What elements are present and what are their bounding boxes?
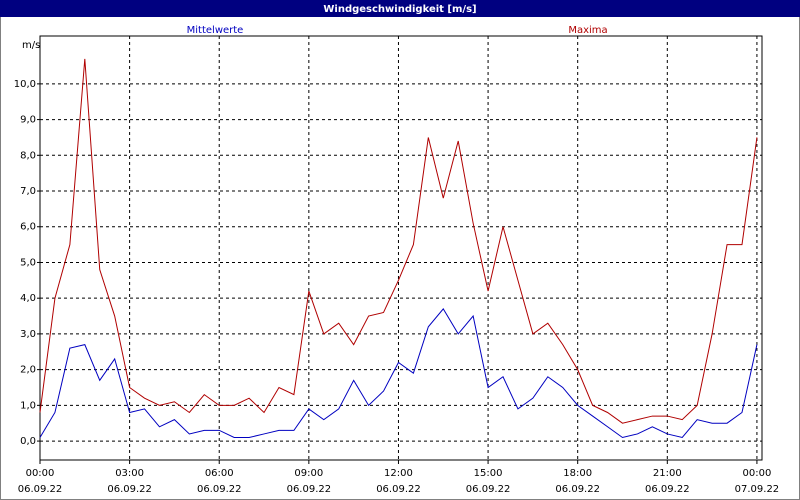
x-tick-label: 21:00 06.09.22 — [645, 468, 690, 495]
y-tick-label: 9,0 — [20, 115, 36, 126]
chart-title: Windgeschwindigkeit [m/s] — [323, 4, 476, 15]
x-tick-label: 15:00 06.09.22 — [466, 468, 511, 495]
x-tick-label: 12:00 06.09.22 — [376, 468, 421, 495]
y-tick-label: 10,0 — [14, 79, 36, 90]
x-tick-label: 00:00 06.09.22 — [18, 468, 63, 495]
y-tick-label: 0,0 — [20, 436, 36, 447]
y-tick-label: 7,0 — [20, 186, 36, 197]
x-tick-label: 06:00 06.09.22 — [197, 468, 242, 495]
x-tick-label: 18:00 06.09.22 — [555, 468, 600, 495]
x-tick-label: 00:00 07.09.22 — [735, 468, 780, 495]
y-tick-label: 8,0 — [20, 150, 36, 161]
series-line — [39, 308, 758, 439]
y-tick-label: 6,0 — [20, 222, 36, 233]
plot-frame — [39, 35, 763, 461]
y-tick-label: 4,0 — [20, 293, 36, 304]
y-axis-label: m/s — [22, 40, 40, 51]
title-bar — [0, 0, 800, 17]
y-tick-label: 2,0 — [20, 365, 36, 376]
legend-label: Mittelwerte — [187, 25, 244, 36]
y-tick-label: 3,0 — [20, 329, 36, 340]
y-tick-label: 5,0 — [20, 257, 36, 268]
x-tick-label: 03:00 06.09.22 — [107, 468, 152, 495]
y-tick-label: 1,0 — [20, 400, 36, 411]
legend-label: Maxima — [568, 25, 607, 36]
series-line — [39, 58, 758, 424]
x-tick-label: 09:00 06.09.22 — [287, 468, 332, 495]
